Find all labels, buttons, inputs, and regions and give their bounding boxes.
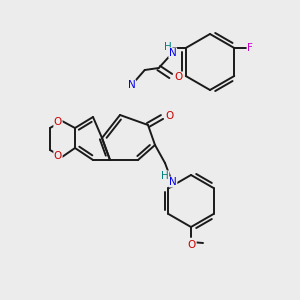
Text: H: H xyxy=(164,42,172,52)
Text: O: O xyxy=(54,117,62,127)
Text: H: H xyxy=(161,171,169,181)
Text: O: O xyxy=(175,72,183,82)
Text: N: N xyxy=(169,177,177,187)
Text: O: O xyxy=(54,151,62,161)
Text: O: O xyxy=(188,240,196,250)
Text: O: O xyxy=(165,111,173,121)
Text: N: N xyxy=(169,48,177,58)
Text: F: F xyxy=(247,43,253,53)
Text: N: N xyxy=(128,80,136,90)
